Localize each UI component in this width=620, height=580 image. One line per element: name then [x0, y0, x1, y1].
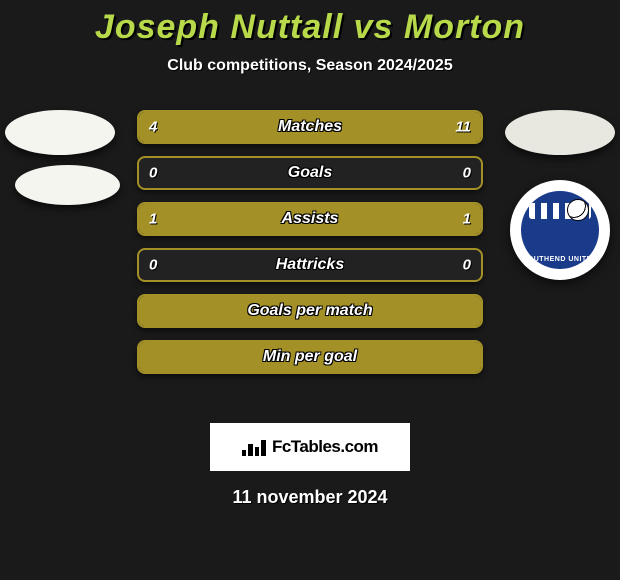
stat-bar: 1 Assists 1: [137, 202, 483, 236]
bar-label: Hattricks: [276, 256, 344, 274]
stat-bar: 0 Goals 0: [137, 156, 483, 190]
stat-bar: Min per goal: [137, 340, 483, 374]
comparison-panel: SOUTHEND UNITED 4 Matches 11 0 Goals 0 1 Assist…: [0, 105, 620, 405]
stat-bars: 4 Matches 11 0 Goals 0 1 Assists 1 0 Hattricks 0 Goa…: [137, 105, 483, 374]
bar-value-left: 0: [149, 257, 157, 274]
right-badge-1: [505, 110, 615, 155]
page-title: Joseph Nuttall vs Morton: [0, 0, 620, 47]
date-label: 11 november 2024: [0, 487, 620, 508]
bar-value-right: 1: [463, 211, 471, 228]
bar-fill-right: [231, 112, 481, 142]
bar-value-right: 0: [463, 165, 471, 182]
bar-label: Matches: [278, 118, 342, 136]
bar-value-left: 0: [149, 165, 157, 182]
right-club-crest: SOUTHEND UNITED: [510, 180, 610, 280]
left-badge-2: [15, 165, 120, 205]
bar-value-right: 11: [455, 119, 471, 136]
chart-icon: [242, 438, 266, 456]
stat-bar: Goals per match: [137, 294, 483, 328]
bar-label: Min per goal: [263, 348, 357, 366]
bar-label: Assists: [282, 210, 339, 228]
stat-bar: 4 Matches 11: [137, 110, 483, 144]
bar-label: Goals: [288, 164, 332, 182]
stat-bar: 0 Hattricks 0: [137, 248, 483, 282]
left-badge-1: [5, 110, 115, 155]
subtitle: Club competitions, Season 2024/2025: [0, 57, 620, 75]
bar-value-right: 0: [463, 257, 471, 274]
watermark-text: FcTables.com: [272, 437, 378, 457]
bar-label: Goals per match: [247, 302, 372, 320]
bar-value-left: 4: [149, 119, 157, 136]
bar-value-left: 1: [149, 211, 157, 228]
watermark: FcTables.com: [210, 423, 410, 471]
crest-text: SOUTHEND UNITED: [521, 256, 599, 263]
